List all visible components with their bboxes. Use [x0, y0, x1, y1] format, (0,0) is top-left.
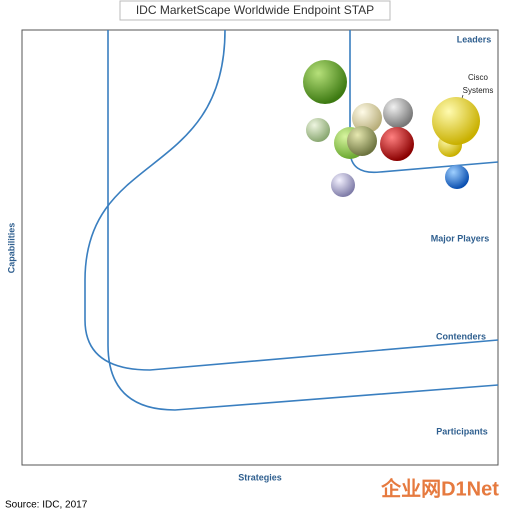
vendor-label: Cisco — [468, 73, 489, 82]
zone-label: Major Players — [431, 233, 490, 243]
bubble — [383, 98, 413, 128]
bubble — [306, 118, 330, 142]
bubble — [352, 103, 382, 133]
zone-label: Leaders — [457, 34, 492, 44]
source: Source: IDC, 2017 — [5, 500, 88, 511]
bubble — [303, 60, 347, 104]
bubble — [432, 97, 480, 145]
title-box — [119, 0, 391, 21]
bubble — [347, 126, 377, 156]
watermark: 企业网D1Net — [380, 476, 499, 500]
y-axis-label: Capabilities — [6, 223, 16, 274]
x-axis-label: Strategies — [238, 472, 282, 482]
bubble — [445, 165, 469, 189]
bubble — [380, 127, 414, 161]
bubble — [331, 173, 355, 197]
participants-boundary — [107, 30, 499, 411]
zone-label: Participants — [436, 426, 488, 436]
contenders-boundary — [84, 29, 499, 371]
title: IDC MarketScape Worldwide Endpoint STAP — [136, 3, 374, 17]
plot-frame — [21, 29, 499, 466]
vendor-label: Systems — [463, 86, 494, 95]
zone-label: Contenders — [436, 331, 486, 341]
